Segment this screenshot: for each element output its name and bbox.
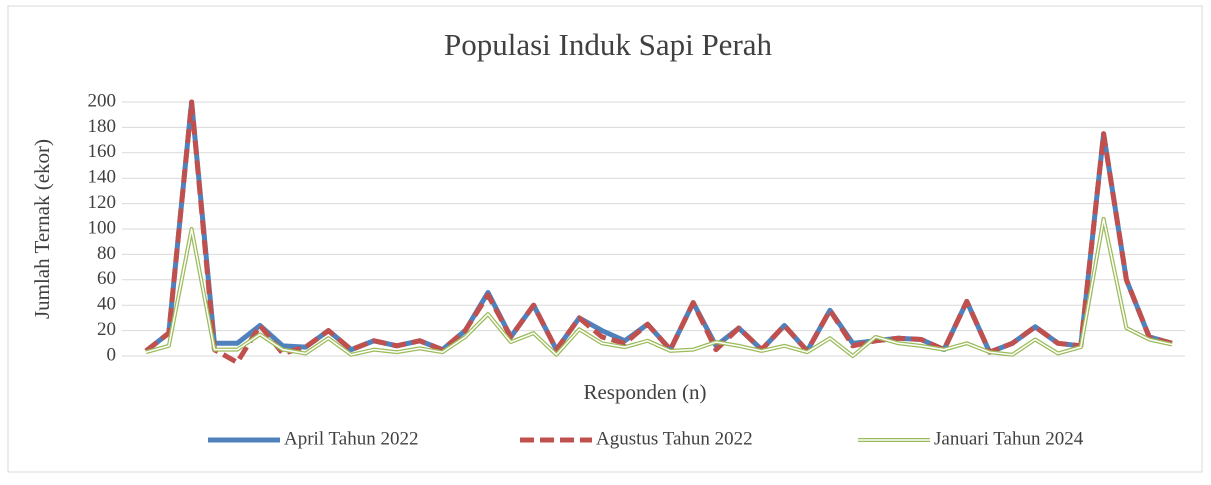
y-tick-label: 60 <box>97 268 116 289</box>
series-line <box>145 218 1173 357</box>
y-tick-label: 100 <box>88 217 117 238</box>
y-tick-label: 180 <box>88 116 117 137</box>
series-line <box>144 99 1173 365</box>
y-tick-label: 20 <box>97 319 116 340</box>
legend-label: Januari Tahun 2024 <box>934 428 1084 449</box>
legend-label: April Tahun 2022 <box>284 428 418 449</box>
y-axis-label: Jumlah Ternak (ekor) <box>30 139 54 319</box>
y-tick-label: 120 <box>88 192 117 213</box>
y-tick-label: 0 <box>107 344 117 365</box>
y-tick-label: 40 <box>97 294 116 315</box>
legend-label: Agustus Tahun 2022 <box>596 428 753 449</box>
y-tick-label: 160 <box>88 141 117 162</box>
y-tick-label: 80 <box>97 243 116 264</box>
x-axis-label: Responden (n) <box>583 380 706 404</box>
y-tick-label: 200 <box>88 90 117 111</box>
y-tick-label: 140 <box>88 167 117 188</box>
chart-title: Populasi Induk Sapi Perah <box>444 27 773 62</box>
